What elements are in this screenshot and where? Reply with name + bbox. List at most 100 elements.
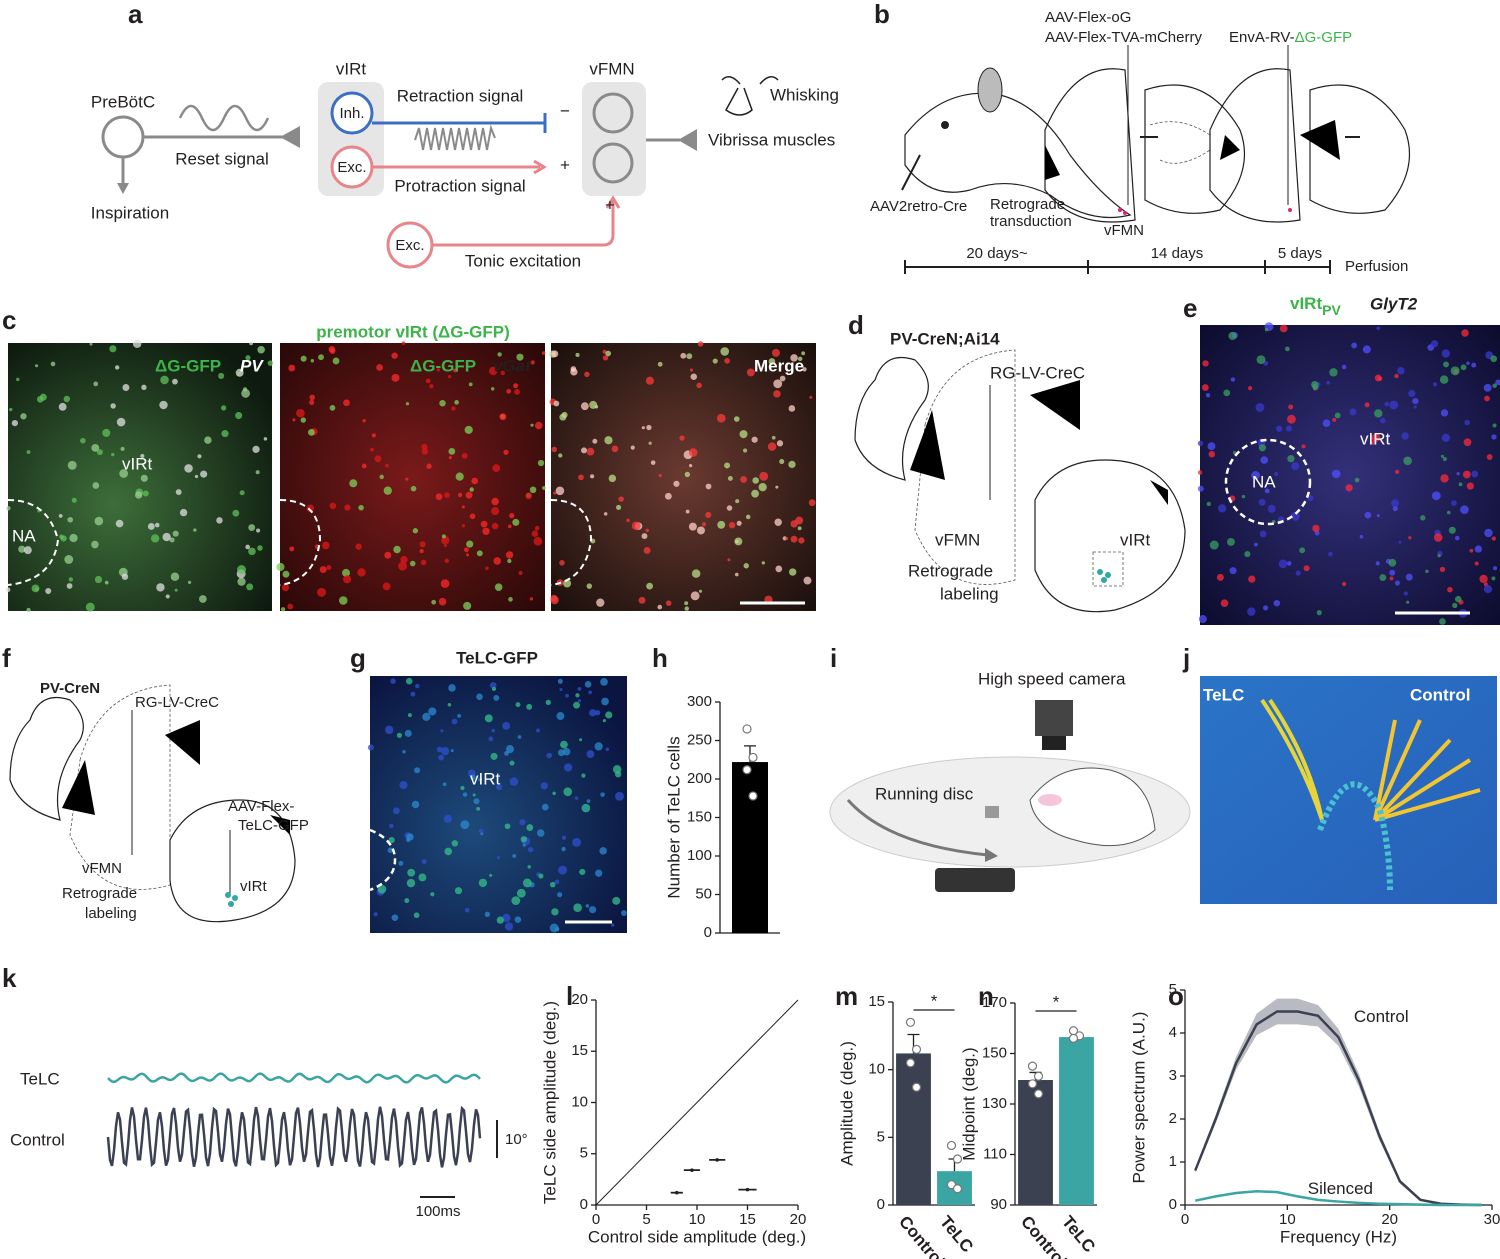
cell xyxy=(491,728,495,733)
cell xyxy=(329,405,336,411)
cell xyxy=(1208,450,1216,458)
cell xyxy=(646,424,652,431)
brain-fill xyxy=(1045,145,1060,180)
cell xyxy=(496,856,500,860)
channel-label: PV xyxy=(240,356,264,375)
cell xyxy=(1484,395,1490,402)
cell xyxy=(23,546,32,555)
cell xyxy=(1430,340,1439,348)
cell xyxy=(555,927,560,932)
cell xyxy=(257,345,265,354)
cell xyxy=(464,907,470,913)
cell xyxy=(1255,403,1265,412)
cell xyxy=(281,583,290,592)
cell xyxy=(579,868,586,876)
scale-label: 10° xyxy=(505,1131,528,1148)
cell xyxy=(179,508,188,517)
cell xyxy=(684,471,691,478)
cell xyxy=(349,479,358,488)
cell xyxy=(594,742,603,751)
cell xyxy=(509,760,515,766)
cell xyxy=(665,600,672,606)
cell xyxy=(357,568,366,577)
cell xyxy=(71,497,77,503)
cell xyxy=(550,595,559,605)
cell xyxy=(174,588,178,592)
cell xyxy=(734,537,743,546)
cell xyxy=(620,910,627,916)
cell xyxy=(774,518,782,526)
cell xyxy=(91,444,100,452)
side-label: Control xyxy=(1410,685,1470,704)
cell xyxy=(1286,561,1292,566)
cell xyxy=(460,820,470,830)
cell xyxy=(595,869,603,877)
cell xyxy=(1492,566,1498,571)
y-tick-label: 0 xyxy=(704,924,712,941)
cell xyxy=(450,749,454,753)
region-label: vIRt xyxy=(470,769,501,788)
cell xyxy=(16,377,20,382)
cell xyxy=(1474,561,1479,566)
cell xyxy=(465,491,473,499)
cell xyxy=(379,474,384,480)
cell xyxy=(472,793,476,797)
cell xyxy=(553,491,557,495)
cell xyxy=(645,528,650,533)
panel-label: b xyxy=(874,0,890,29)
duration-label: 5 days xyxy=(1278,245,1322,262)
cell xyxy=(559,687,563,692)
cell xyxy=(184,464,193,473)
cell xyxy=(488,366,498,376)
y-tick-label: 150 xyxy=(982,1044,1007,1061)
cell xyxy=(1312,524,1320,533)
panel-label: c xyxy=(2,305,16,335)
cell xyxy=(1446,510,1451,515)
mouse-label: PV-CreN;Ai14 xyxy=(890,329,1000,348)
cell xyxy=(438,754,445,761)
cell xyxy=(306,504,315,513)
data-point xyxy=(742,724,752,734)
cell xyxy=(441,534,446,539)
cell xyxy=(26,450,31,454)
cell xyxy=(194,474,199,479)
cell xyxy=(560,740,568,749)
cell xyxy=(788,568,797,576)
data-point xyxy=(690,1168,694,1172)
cell xyxy=(421,443,428,450)
y-tick-label: 5 xyxy=(1169,981,1177,998)
cell xyxy=(45,588,52,595)
x-tick-label: TeLC xyxy=(1058,1212,1099,1256)
cell xyxy=(461,452,468,459)
cell xyxy=(645,376,654,385)
cell xyxy=(438,597,447,606)
cell xyxy=(1433,382,1438,387)
cell xyxy=(551,908,559,916)
panel-k: TeLC Control 10° 100ms xyxy=(10,1069,528,1219)
y-axis-label: Number of TeLC cells xyxy=(664,736,683,898)
cell xyxy=(497,352,502,357)
cell xyxy=(435,493,443,501)
cell xyxy=(89,342,93,346)
cell xyxy=(530,423,534,427)
micrograph xyxy=(1200,325,1500,625)
cell xyxy=(1388,558,1397,567)
cell xyxy=(309,399,315,405)
cell xyxy=(355,543,362,550)
cell xyxy=(187,580,192,584)
na-outline xyxy=(369,828,397,892)
whisker-icon xyxy=(721,76,779,116)
cell xyxy=(734,572,739,577)
cell xyxy=(342,568,350,577)
cell xyxy=(504,823,511,830)
panel-i: High speed camera Running disc xyxy=(829,669,1191,892)
cell xyxy=(391,352,398,359)
cell xyxy=(1273,599,1281,607)
process-label: transduction xyxy=(990,213,1072,230)
cell xyxy=(599,847,607,855)
virus-label: TeLC-GFP xyxy=(238,817,309,834)
process-label: Retrograde xyxy=(62,885,137,902)
cell xyxy=(1197,440,1204,447)
cell xyxy=(5,587,11,593)
